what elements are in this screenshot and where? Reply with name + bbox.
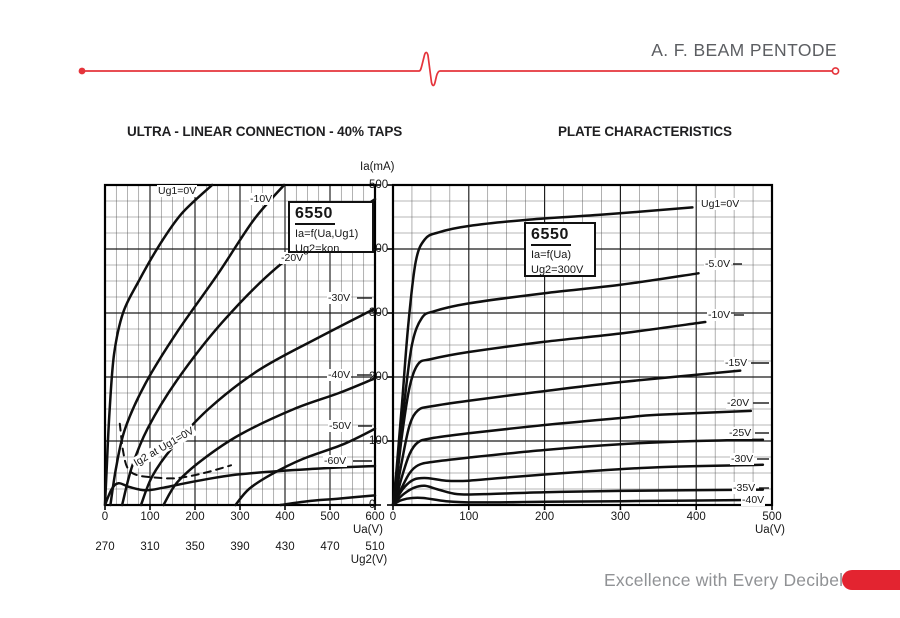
header-rule-pulse [82, 51, 833, 87]
left-annotation-line2: Ug2=kon. [295, 242, 343, 255]
curve-ug10v [103, 183, 214, 507]
curve--40v [162, 377, 377, 507]
footer-tagline: Excellence with Every Decibel [604, 570, 844, 590]
right-annotation-box: 6550 Ia=f(Ua) Ug2=300V [524, 222, 596, 277]
curve-ug10v [391, 206, 694, 507]
curve--20v [391, 409, 753, 507]
rule-start-dot [78, 67, 86, 75]
left-annotation-line1: Ia=f(Ua,Ug1) [295, 228, 359, 241]
right-annotation-line1: Ia=f(Ua) [531, 249, 572, 262]
curve--5.0v [391, 272, 700, 507]
curve--10v [109, 183, 286, 507]
left-annotation-box: 6550 Ia=f(Ua,Ug1) Ug2=kon. [288, 201, 374, 255]
right-chart-title: PLATE CHARACTERISTICS [558, 124, 732, 139]
curve--60v [103, 464, 377, 507]
left-chart-title: ULTRA - LINEAR CONNECTION - 40% TAPS [127, 124, 403, 139]
curve--15v [391, 369, 742, 507]
right-annotation-line2: Ug2=300V [531, 263, 584, 276]
curve--35v [391, 484, 765, 507]
curve-unlabeled [279, 494, 377, 507]
curve--30v [391, 463, 765, 507]
curve--30v [139, 307, 377, 507]
rule-end-ring [831, 67, 840, 75]
left-x2-axis-unit: Ug2(V) [350, 554, 388, 566]
curve--50v [234, 427, 377, 507]
curve-ig2atug10v [118, 422, 232, 480]
y-axis-unit-label: Ia(mA) [360, 161, 395, 173]
curve--40v [391, 496, 765, 507]
footer-pill [842, 570, 900, 590]
right-tube-model: 6550 [531, 226, 571, 247]
left-x-axis-unit: Ua(V) [352, 524, 384, 536]
page-title: A. F. BEAM PENTODE [651, 40, 837, 60]
left-tube-model: 6550 [295, 205, 335, 226]
right-x-axis-unit: Ua(V) [754, 524, 786, 536]
curve--10v [391, 320, 707, 507]
